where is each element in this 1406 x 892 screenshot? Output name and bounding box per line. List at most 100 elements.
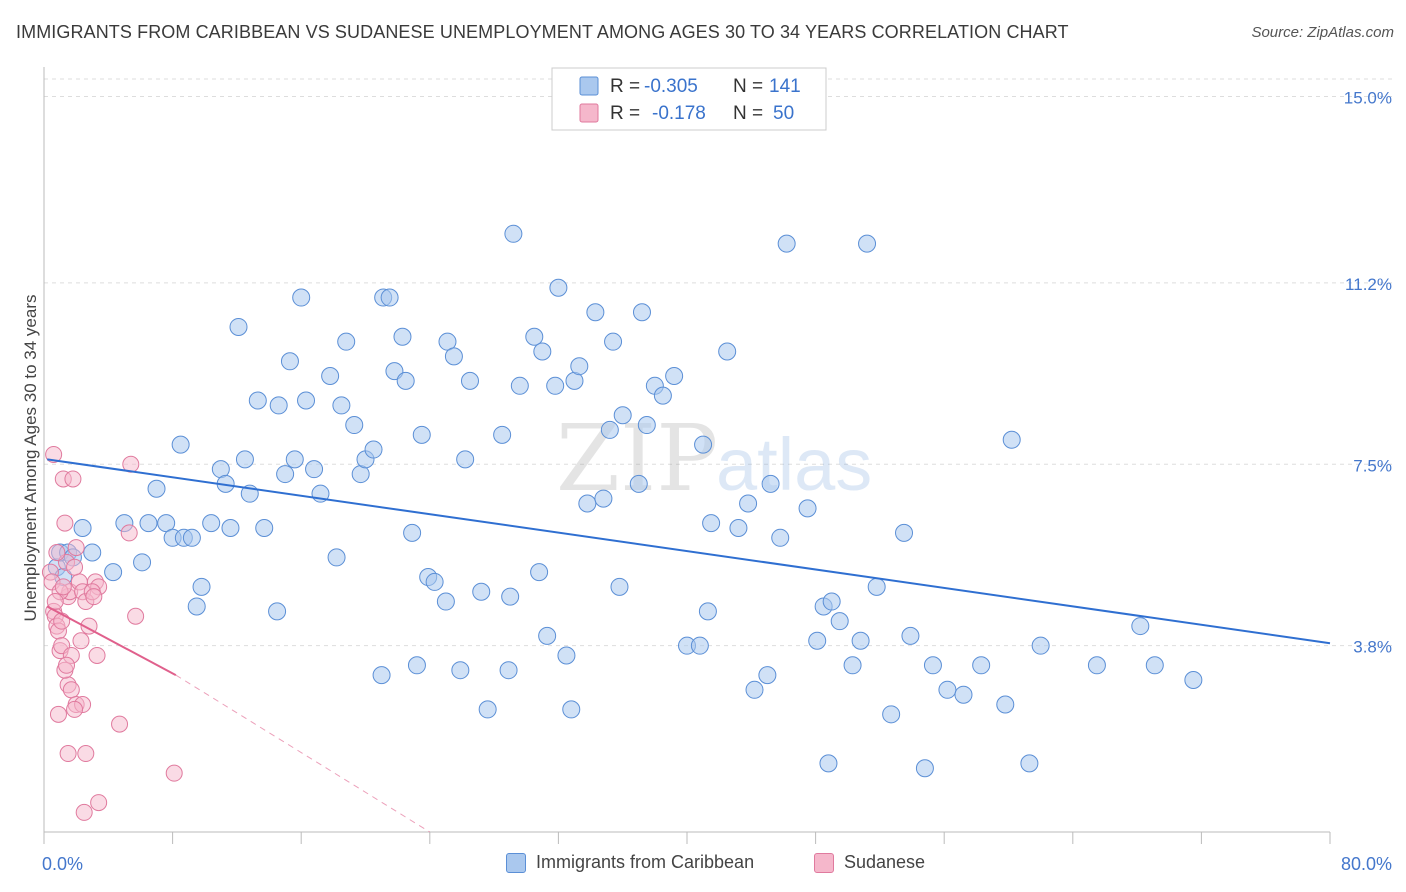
point-caribbean-49 [393, 327, 412, 346]
point-caribbean-78 [570, 357, 589, 376]
point-caribbean-31 [280, 352, 299, 371]
point-caribbean-30 [276, 465, 295, 484]
point-caribbean-33 [292, 288, 311, 307]
point-sudanese-42 [48, 544, 66, 562]
point-caribbean-47 [380, 288, 399, 307]
point-caribbean-114 [867, 577, 886, 596]
point-caribbean-103 [771, 528, 790, 547]
point-caribbean-113 [858, 234, 877, 253]
point-caribbean-37 [321, 367, 340, 385]
point-caribbean-88 [637, 416, 656, 435]
point-caribbean-80 [586, 303, 605, 322]
point-caribbean-129 [1145, 656, 1164, 675]
point-caribbean-65 [499, 661, 518, 680]
legend-n-value-caribbean: 141 [769, 76, 801, 97]
point-caribbean-125 [1020, 754, 1039, 773]
point-caribbean-74 [549, 278, 568, 297]
point-caribbean-102 [761, 474, 780, 493]
point-caribbean-26 [248, 391, 267, 410]
point-caribbean-90 [653, 386, 672, 405]
point-caribbean-87 [632, 303, 651, 322]
point-sudanese-41 [54, 578, 72, 596]
point-caribbean-45 [372, 666, 391, 685]
point-sudanese-8 [56, 514, 74, 532]
point-caribbean-111 [843, 656, 862, 675]
y-tick-label-1: 7.5% [1353, 456, 1392, 475]
point-caribbean-55 [425, 572, 444, 591]
point-caribbean-115 [882, 705, 901, 724]
point-caribbean-82 [600, 420, 619, 439]
point-caribbean-128 [1131, 617, 1150, 636]
legend-item-sudanese: Sudanese [814, 852, 925, 873]
point-caribbean-118 [915, 759, 934, 778]
point-caribbean-85 [613, 406, 632, 425]
legend-n-label-caribbean: N = [733, 76, 763, 97]
point-caribbean-94 [694, 435, 713, 454]
point-caribbean-58 [444, 347, 463, 366]
point-caribbean-69 [525, 327, 544, 346]
point-sudanese-26 [49, 705, 67, 723]
point-sudanese-48 [66, 700, 84, 718]
point-caribbean-18 [192, 577, 211, 596]
point-caribbean-6 [83, 543, 102, 562]
point-caribbean-67 [504, 224, 523, 243]
point-caribbean-52 [407, 656, 426, 675]
point-sudanese-32 [120, 524, 138, 542]
point-caribbean-76 [562, 700, 581, 719]
point-caribbean-41 [345, 416, 364, 435]
point-caribbean-81 [594, 489, 613, 508]
point-caribbean-44 [364, 440, 383, 459]
point-caribbean-104 [777, 234, 796, 253]
point-caribbean-40 [337, 332, 356, 351]
legend-item-caribbean: Immigrants from Caribbean [506, 852, 754, 873]
point-caribbean-60 [456, 450, 475, 469]
point-caribbean-34 [297, 391, 316, 410]
point-sudanese-13 [45, 445, 63, 463]
point-sudanese-33 [127, 607, 145, 625]
trend-line-caribbean [47, 458, 1331, 645]
trend-line-sudanese-extension [175, 674, 431, 833]
legend-r-label-sudanese: R = [610, 103, 640, 124]
point-caribbean-16 [182, 528, 201, 547]
point-sudanese-37 [75, 803, 93, 821]
point-caribbean-84 [610, 577, 629, 596]
point-caribbean-11 [147, 479, 166, 498]
axes [43, 67, 1331, 844]
point-caribbean-101 [758, 666, 777, 685]
point-caribbean-108 [819, 754, 838, 773]
legend-swatch-sudanese [579, 103, 599, 123]
point-caribbean-72 [538, 626, 557, 645]
point-caribbean-64 [493, 425, 512, 444]
point-caribbean-105 [798, 499, 817, 518]
point-sudanese-36 [90, 794, 108, 812]
point-caribbean-130 [1184, 671, 1203, 689]
x-tick-labels: 0.0% 80.0% [42, 854, 1392, 874]
point-sudanese-38 [111, 715, 129, 733]
legend-r-value-caribbean: -0.305 [644, 76, 698, 97]
point-caribbean-35 [305, 460, 324, 479]
point-caribbean-83 [604, 332, 623, 351]
legend-swatch-sudanese-bottom [814, 852, 834, 873]
point-caribbean-61 [460, 371, 479, 390]
point-caribbean-59 [451, 661, 470, 680]
point-sudanese-30 [88, 646, 106, 664]
watermark-zip: ZIP [556, 405, 718, 512]
point-caribbean-99 [739, 494, 758, 513]
point-caribbean-32 [285, 450, 304, 469]
trend-lines [46, 458, 1331, 833]
series-sudanese [41, 445, 183, 821]
point-sudanese-43 [66, 558, 84, 576]
chart-title: IMMIGRANTS FROM CARIBBEAN VS SUDANESE UN… [16, 22, 1069, 42]
legend-label-sudanese: Sudanese [844, 852, 926, 872]
point-sudanese-16 [67, 539, 85, 557]
point-caribbean-62 [472, 582, 491, 601]
point-sudanese-46 [53, 612, 71, 630]
point-caribbean-119 [923, 656, 942, 675]
y-axis-label: Unemployment Among Ages 30 to 34 years [21, 295, 40, 622]
legend-n-label-sudanese: N = [733, 103, 763, 124]
point-caribbean-38 [327, 548, 346, 567]
point-caribbean-106 [808, 631, 827, 650]
y-tick-label-2: 11.2% [1345, 275, 1392, 294]
legend-label-caribbean: Immigrants from Caribbean [536, 852, 755, 872]
